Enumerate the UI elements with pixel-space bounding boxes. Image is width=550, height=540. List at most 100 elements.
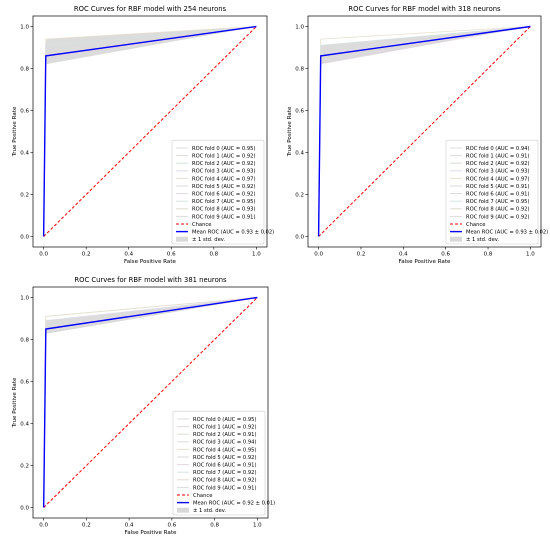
- x-tick-label: 0.2: [82, 252, 91, 258]
- legend-entry: ROC fold 6 (AUC = 0.91): [466, 192, 530, 198]
- y-axis-label: True Positive Rate: [12, 106, 18, 157]
- legend-swatch-std: [176, 236, 188, 242]
- legend-box: [445, 139, 539, 245]
- x-tick-label: 0.8: [209, 252, 218, 258]
- legend-entry: ROC fold 0 (AUC = 0.95): [192, 146, 256, 152]
- legend-entry: ROC fold 1 (AUC = 0.91): [466, 154, 530, 160]
- legend-swatch-std: [177, 507, 189, 513]
- legend-entry: ROC fold 9 (AUC = 0.91): [192, 214, 256, 220]
- x-tick-label: 0.0: [39, 523, 48, 529]
- y-tick-label: 1.0: [20, 25, 29, 31]
- y-tick-label: 0.6: [20, 380, 29, 386]
- x-tick-label: 1.0: [253, 523, 262, 529]
- y-axis-label: True Positive Rate: [287, 106, 293, 157]
- y-tick-label: 0.4: [20, 422, 29, 428]
- legend-entry: ± 1 std. dev.: [466, 237, 499, 243]
- legend-entry: ROC fold 8 (AUC = 0.92): [193, 478, 257, 484]
- legend-entry: ROC fold 8 (AUC = 0.93): [192, 207, 256, 213]
- y-tick-label: 0.0: [295, 235, 304, 241]
- chart-panel-1: ROC Curves for RBF model with 318 neuron…: [287, 5, 548, 265]
- legend-entry: ± 1 std. dev.: [192, 237, 225, 243]
- legend-entry: ROC fold 0 (AUC = 0.95): [193, 417, 257, 423]
- y-tick-label: 0.6: [20, 109, 29, 115]
- legend: ROC fold 0 (AUC = 0.95) ROC fold 1 (AUC =…: [171, 139, 274, 245]
- y-tick-label: 0.6: [295, 109, 304, 115]
- axes-frame: [307, 15, 542, 248]
- legend-entry: ROC fold 8 (AUC = 0.92): [466, 207, 530, 213]
- plot-area: [317, 25, 531, 237]
- legend: ROC fold 0 (AUC = 0.95) ROC fold 1 (AUC =…: [172, 410, 275, 516]
- legend-entry: Mean ROC (AUC = 0.93 ± 0.02): [466, 230, 548, 236]
- x-tick-label: 0.4: [399, 252, 408, 258]
- x-tick-label: 0.2: [357, 252, 366, 258]
- legend-entry: ROC fold 7 (AUC = 0.92): [193, 470, 257, 476]
- legend-entry: ROC fold 0 (AUC = 0.94): [466, 146, 530, 152]
- legend-entry: ROC fold 9 (AUC = 0.92): [466, 214, 530, 220]
- x-axis-label: False Positive Rate: [399, 259, 452, 265]
- y-tick-label: 0.2: [295, 193, 304, 199]
- plot-area: [42, 296, 258, 508]
- x-tick-label: 0.6: [167, 523, 176, 529]
- axes-frame: [32, 15, 268, 248]
- y-tick-label: 0.8: [20, 67, 29, 73]
- x-tick-label: 0.0: [39, 252, 48, 258]
- legend-entry: ROC fold 9 (AUC = 0.91): [193, 485, 257, 491]
- x-tick-label: 0.6: [441, 252, 450, 258]
- legend-entry: Chance: [192, 222, 211, 228]
- chart-panel-2: ROC Curves for RBF model with 381 neuron…: [12, 276, 275, 536]
- legend-entry: ROC fold 5 (AUC = 0.92): [193, 455, 257, 461]
- legend-entry: ROC fold 1 (AUC = 0.92): [192, 154, 256, 160]
- y-tick-label: 0.8: [295, 67, 304, 73]
- legend-entry: ROC fold 1 (AUC = 0.92): [193, 425, 257, 431]
- legend-entry: ROC fold 2 (AUC = 0.92): [466, 161, 530, 167]
- legend-entry: ROC fold 7 (AUC = 0.95): [466, 199, 530, 205]
- chart-title: ROC Curves for RBF model with 318 neuron…: [348, 5, 501, 13]
- y-tick-label: 0.0: [20, 506, 29, 512]
- x-tick-label: 0.8: [484, 252, 493, 258]
- chart-title: ROC Curves for RBF model with 254 neuron…: [74, 5, 227, 13]
- std-band: [43, 26, 257, 237]
- x-axis-label: False Positive Rate: [125, 530, 178, 536]
- legend-entry: ROC fold 6 (AUC = 0.91): [193, 463, 257, 469]
- y-tick-label: 0.2: [20, 193, 29, 199]
- y-tick-label: 0.8: [20, 338, 29, 344]
- x-tick-label: 1.0: [526, 252, 535, 258]
- chart-title: ROC Curves for RBF model with 381 neuron…: [74, 276, 227, 284]
- x-tick-label: 0.2: [82, 523, 91, 529]
- y-tick-label: 0.2: [20, 464, 29, 470]
- legend-entry: ROC fold 6 (AUC = 0.92): [192, 192, 256, 198]
- x-tick-label: 0.4: [124, 252, 133, 258]
- legend-entry: ROC fold 2 (AUC = 0.92): [192, 161, 256, 167]
- legend-entry: ROC fold 2 (AUC = 0.91): [193, 432, 257, 438]
- x-tick-label: 0.0: [314, 252, 323, 258]
- mean-roc-line: [42, 296, 258, 508]
- chart-panel-0: ROC Curves for RBF model with 254 neuron…: [12, 5, 274, 265]
- legend-entry: Chance: [193, 493, 212, 499]
- legend-entry: ROC fold 4 (AUC = 0.95): [193, 447, 257, 453]
- y-tick-label: 1.0: [295, 25, 304, 31]
- mean-roc-line: [317, 25, 531, 237]
- legend-entry: ROC fold 3 (AUC = 0.93): [192, 169, 256, 175]
- y-axis-label: True Positive Rate: [12, 377, 18, 428]
- y-tick-label: 0.0: [20, 235, 29, 241]
- legend-entry: Chance: [466, 222, 485, 228]
- legend-entry: ROC fold 5 (AUC = 0.91): [466, 184, 530, 190]
- x-tick-label: 1.0: [252, 252, 261, 258]
- axes-frame: [32, 286, 269, 519]
- y-tick-label: 0.4: [295, 151, 304, 157]
- legend-entry: Mean ROC (AUC = 0.93 ± 0.02): [192, 230, 274, 236]
- legend-entry: ± 1 std. dev.: [193, 508, 226, 514]
- legend-entry: ROC fold 7 (AUC = 0.95): [192, 199, 256, 205]
- plot-area: [42, 25, 257, 237]
- legend: ROC fold 0 (AUC = 0.94) ROC fold 1 (AUC =…: [445, 139, 548, 245]
- legend-box: [171, 139, 265, 245]
- legend-entry: ROC fold 4 (AUC = 0.97): [192, 176, 256, 182]
- y-tick-label: 0.4: [20, 151, 29, 157]
- x-axis-label: False Positive Rate: [124, 259, 177, 265]
- x-tick-label: 0.8: [210, 523, 219, 529]
- x-tick-label: 0.6: [167, 252, 176, 258]
- legend-swatch-std: [450, 236, 462, 242]
- mean-roc-line: [42, 25, 257, 237]
- y-tick-label: 1.0: [20, 296, 29, 302]
